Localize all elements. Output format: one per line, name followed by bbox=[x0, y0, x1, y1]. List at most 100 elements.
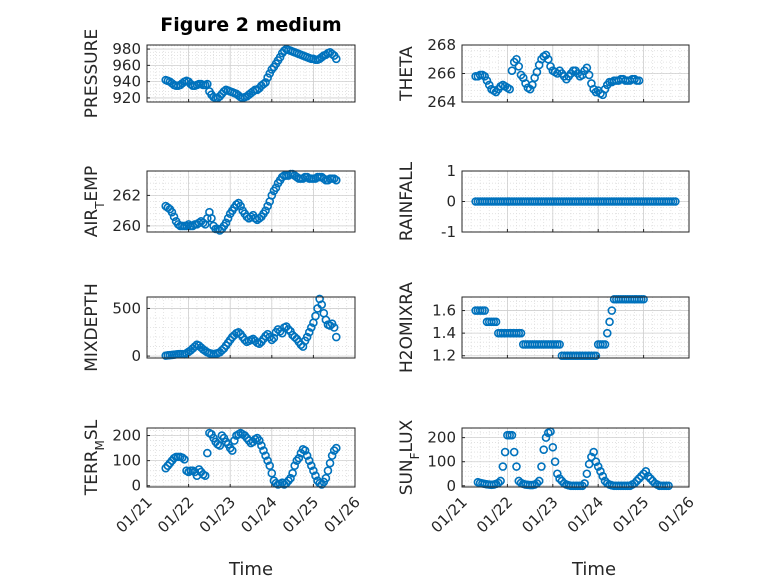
sunflux-ylabel-sub: F bbox=[408, 452, 422, 459]
airtemp-point bbox=[167, 207, 177, 217]
sunflux-point bbox=[593, 462, 603, 471]
terrmsl-point bbox=[261, 451, 270, 460]
terrmsl-point bbox=[290, 461, 299, 470]
terrmsl-point bbox=[267, 468, 277, 478]
mixdepth-point bbox=[329, 323, 339, 332]
sunflux-point bbox=[643, 471, 653, 481]
sunflux-ylabel: SUNFLUX bbox=[397, 419, 422, 495]
terrmsl-ylabel: TERRMSL bbox=[82, 419, 107, 496]
theta-point bbox=[584, 70, 594, 80]
terrmsl-xtick-label: 01/25 bbox=[279, 493, 322, 536]
airtemp-point bbox=[236, 201, 245, 211]
terrmsl-xtick-label: 01/22 bbox=[154, 493, 197, 536]
sunflux-point bbox=[512, 462, 521, 471]
mixdepth-point bbox=[261, 331, 270, 341]
terrmsl-point bbox=[321, 473, 331, 483]
theta-point bbox=[514, 62, 524, 71]
rainfall-ytick-label: -1 bbox=[441, 223, 456, 241]
sunflux-xtick-label: 01/22 bbox=[473, 493, 516, 536]
mixdepth-point bbox=[304, 327, 314, 337]
pressure-point bbox=[261, 78, 270, 87]
sunflux-point bbox=[641, 467, 651, 476]
mixdepth-point bbox=[217, 346, 227, 355]
sunflux-point bbox=[550, 457, 560, 467]
sunflux-point bbox=[541, 433, 551, 442]
pressure-ytick-label: 980 bbox=[112, 40, 141, 58]
sunflux-xtick-label: 01/25 bbox=[609, 493, 652, 536]
h2omixra-point bbox=[639, 294, 648, 304]
airtemp-series bbox=[161, 169, 341, 235]
terrmsl-point bbox=[259, 446, 268, 455]
mixdepth-point bbox=[317, 300, 327, 309]
terrmsl-point bbox=[307, 461, 316, 470]
x-axis-label-right: Time bbox=[571, 559, 616, 580]
sunflux-ytick-label: 100 bbox=[427, 453, 456, 471]
h2omixra-point bbox=[600, 340, 610, 349]
sunflux-point bbox=[664, 481, 673, 491]
pressure-point bbox=[265, 69, 275, 78]
theta-ytick-label: 264 bbox=[427, 93, 456, 111]
terrmsl-ytick-label: 100 bbox=[112, 452, 141, 470]
h2omixra-point bbox=[491, 317, 501, 327]
mixdepth-ytick-label: 500 bbox=[112, 299, 141, 317]
terrmsl-ylabel-rest: SL bbox=[82, 419, 102, 440]
theta-point bbox=[546, 62, 555, 71]
terrmsl-point bbox=[255, 436, 264, 445]
mixdepth-point bbox=[234, 327, 243, 337]
theta-ytick-label: 266 bbox=[427, 65, 456, 83]
airtemp-axes-box bbox=[146, 170, 356, 233]
sunflux-grid bbox=[461, 427, 690, 487]
sunflux-xtick-label: 01/23 bbox=[518, 493, 561, 536]
theta-point bbox=[505, 84, 514, 94]
theta-ylabel: THETA bbox=[397, 46, 417, 102]
mixdepth-axes: 0 500 MIXDEPTH bbox=[82, 283, 356, 372]
terrmsl-point bbox=[203, 448, 212, 458]
airtemp-ylabel-main: AIR bbox=[82, 209, 102, 238]
rainfall-axes: -1 0 1 RAINFALL bbox=[397, 161, 690, 241]
pressure-point bbox=[259, 79, 268, 89]
theta-axes: 264 266 268 THETA bbox=[397, 36, 690, 111]
rainfall-ylabel: RAINFALL bbox=[397, 161, 417, 241]
sunflux-point bbox=[634, 474, 644, 483]
mixdepth-point bbox=[267, 335, 277, 345]
terrmsl-point bbox=[309, 466, 318, 475]
sunflux-point bbox=[534, 476, 544, 486]
sunflux-point bbox=[589, 447, 598, 457]
mixdepth-ytick-label: 0 bbox=[131, 347, 141, 365]
sunflux-point bbox=[578, 481, 587, 491]
pressure-ytick-label: 920 bbox=[112, 89, 141, 107]
theta-point bbox=[600, 84, 610, 94]
mixdepth-point bbox=[302, 332, 312, 342]
terrmsl-xtick-label: 01/24 bbox=[237, 493, 280, 536]
theta-point bbox=[480, 72, 490, 81]
terrmsl-point bbox=[286, 473, 295, 483]
sunflux-point bbox=[632, 476, 642, 486]
sunflux-point bbox=[596, 467, 605, 476]
airtemp-ylabel-sub: T bbox=[93, 201, 107, 210]
sunflux-point bbox=[548, 442, 558, 452]
terrmsl-point bbox=[200, 471, 210, 481]
pressure-ylabel: PRESSURE bbox=[82, 29, 102, 118]
sunflux-point bbox=[537, 462, 546, 471]
terrmsl-point bbox=[288, 468, 297, 478]
sunflux-ylabel-rest: LUX bbox=[397, 419, 417, 452]
h2omixra-ytick-label: 1.4 bbox=[432, 324, 456, 342]
mixdepth-point bbox=[311, 311, 320, 321]
airtemp-point bbox=[169, 212, 179, 222]
sunflux-point bbox=[555, 474, 564, 483]
terrmsl-point bbox=[294, 453, 304, 463]
terrmsl-series bbox=[161, 428, 341, 489]
figure-title: Figure 2 medium bbox=[160, 14, 341, 36]
h2omixra-point bbox=[555, 340, 564, 349]
terrmsl-point bbox=[180, 455, 189, 464]
pressure-axes-box bbox=[146, 44, 356, 103]
sunflux-ytick-label: 0 bbox=[446, 477, 456, 495]
pressure-point bbox=[275, 52, 285, 62]
theta-point bbox=[541, 50, 551, 60]
mixdepth-point bbox=[321, 315, 331, 325]
h2omixra-point bbox=[602, 328, 612, 338]
mixdepth-axes-box bbox=[146, 296, 356, 359]
